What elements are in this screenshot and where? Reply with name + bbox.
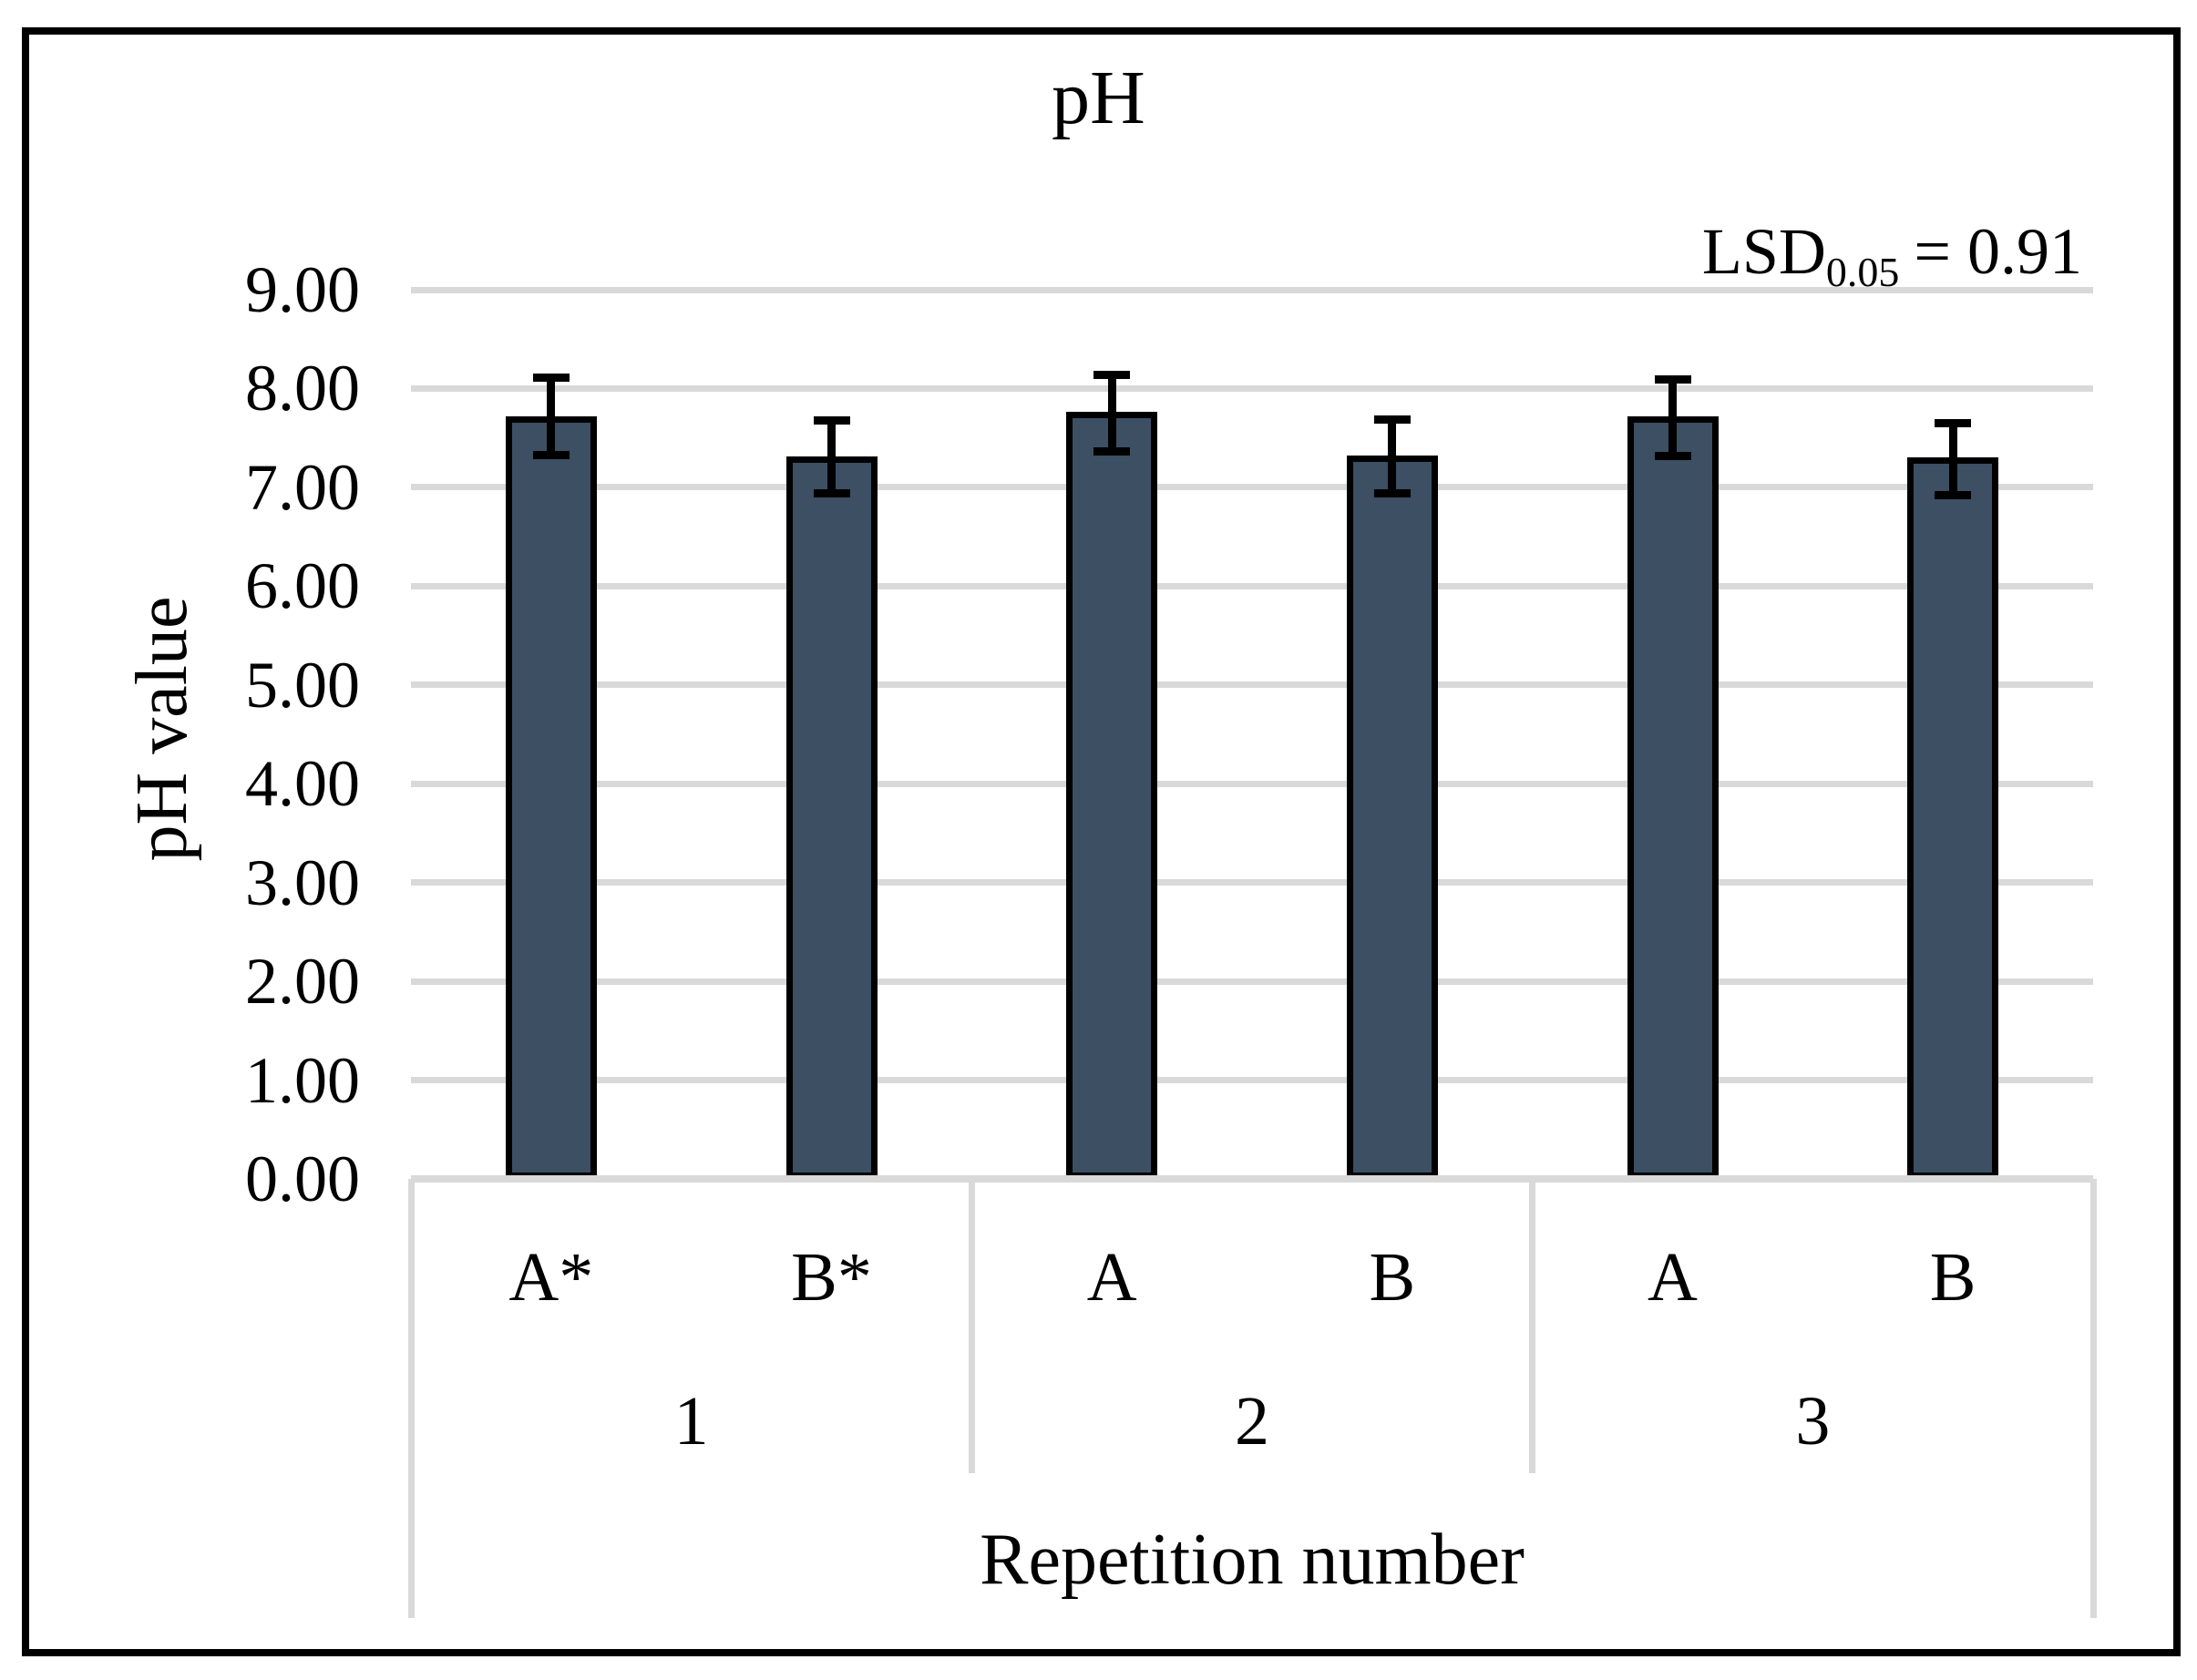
group-label: 1 <box>673 1383 709 1460</box>
error-bar-cap-top <box>813 415 850 425</box>
error-bar-cap-bottom <box>532 450 570 459</box>
error-bar-line <box>547 377 556 456</box>
gridline <box>411 978 2093 985</box>
lsd-annotation-subscript: 0.05 <box>1825 249 1900 295</box>
gridline <box>411 484 2093 491</box>
category-table-right-border <box>2089 1179 2097 1618</box>
error-bar-cap-bottom <box>1093 447 1131 456</box>
category-label: B <box>1929 1239 1976 1316</box>
gridline <box>411 384 2093 392</box>
bar-1-B* <box>785 456 878 1179</box>
error-bar-cap-bottom <box>813 488 850 497</box>
category-label: A* <box>508 1239 594 1316</box>
y-tick-label: 6.00 <box>245 549 360 623</box>
error-bar-line <box>1948 423 1957 496</box>
group-label: 2 <box>1234 1383 1269 1460</box>
category-label: A <box>1648 1239 1698 1316</box>
category-group-divider <box>1529 1179 1536 1473</box>
error-bar-line <box>827 420 836 494</box>
gridline <box>411 681 2093 689</box>
gridline <box>411 879 2093 886</box>
y-tick-label: 2.00 <box>245 945 360 1019</box>
category-label: B <box>1369 1239 1416 1316</box>
bar-1-A* <box>505 415 597 1179</box>
group-label: 3 <box>1795 1383 1831 1460</box>
category-group-divider <box>968 1179 975 1473</box>
category-label: A <box>1086 1239 1137 1316</box>
gridline <box>411 1077 2093 1084</box>
category-table-left-border <box>407 1179 415 1618</box>
bar-3-A <box>1627 415 1719 1179</box>
error-bar-cap-bottom <box>1654 451 1691 460</box>
error-bar-cap-top <box>532 374 570 382</box>
error-bar-cap-bottom <box>1935 491 1972 500</box>
chart-title: pH <box>1052 56 1145 140</box>
chart-frame-border <box>22 27 2181 1656</box>
x-axis-title: Repetition number <box>980 1520 1525 1600</box>
error-bar-cap-top <box>1373 415 1411 424</box>
error-bar-line <box>1388 419 1397 494</box>
y-tick-label: 8.00 <box>245 352 360 425</box>
error-bar-line <box>1668 379 1677 456</box>
bar-2-A <box>1066 412 1158 1179</box>
lsd-annotation-prefix: LSD <box>1701 215 1826 288</box>
lsd-annotation: LSD0.05 = 0.91 <box>1702 219 2082 293</box>
y-tick-label: 9.00 <box>245 253 360 326</box>
lsd-annotation-value: = 0.91 <box>1914 215 2082 288</box>
error-bar-cap-top <box>1935 418 1972 427</box>
y-tick-label: 1.00 <box>245 1043 360 1117</box>
y-axis-title: pH value <box>122 596 202 862</box>
y-tick-label: 3.00 <box>245 845 360 919</box>
gridline <box>411 582 2093 589</box>
y-tick-label: 7.00 <box>245 450 360 524</box>
gridline <box>411 286 2093 293</box>
y-tick-label: 4.00 <box>245 747 360 821</box>
error-bar-line <box>1107 374 1116 452</box>
bar-3-B <box>1907 457 1999 1179</box>
y-tick-label: 5.00 <box>245 648 360 722</box>
y-tick-label: 0.00 <box>245 1142 360 1215</box>
error-bar-cap-top <box>1654 375 1691 384</box>
error-bar-cap-bottom <box>1373 488 1411 497</box>
error-bar-cap-top <box>1093 370 1131 379</box>
gridline <box>411 780 2093 787</box>
x-axis-line <box>411 1175 2093 1183</box>
category-label: B* <box>791 1239 872 1316</box>
bar-2-B <box>1346 456 1438 1179</box>
